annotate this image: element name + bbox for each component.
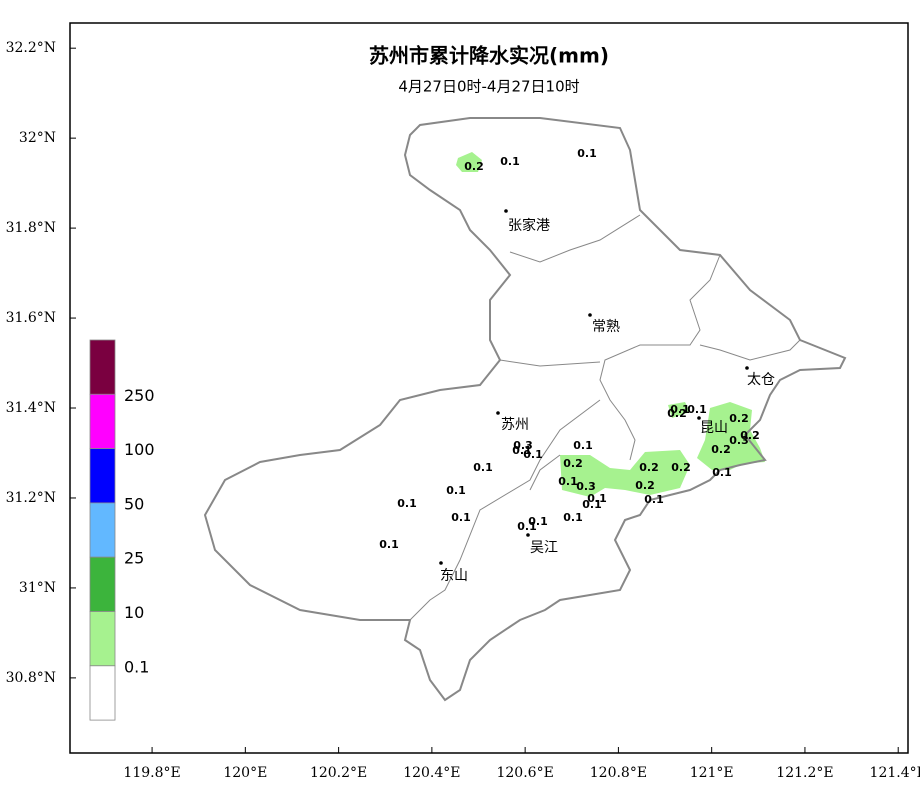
y-tick-label: 31.6°N [6, 310, 56, 326]
legend-label: 250 [124, 386, 155, 405]
y-tick-label: 31.4°N [6, 400, 56, 416]
legend-swatch [89, 665, 116, 721]
city-dot [439, 561, 443, 565]
legend-label: 25 [124, 549, 144, 568]
station-value: 0.1 [523, 448, 543, 461]
station-value: 0.1 [397, 497, 417, 510]
legend-label: 50 [124, 494, 144, 513]
station-value: 0.1 [563, 511, 583, 524]
legend-swatch [89, 339, 116, 395]
station-value: 0.1 [500, 155, 520, 168]
legend-swatch [89, 502, 116, 558]
y-tick-label: 32°N [19, 130, 56, 146]
station-value: 0.1 [573, 439, 593, 452]
legend-swatch [89, 611, 116, 667]
city-dot [588, 313, 592, 317]
station-value: 0.1 [451, 511, 471, 524]
y-tick-label: 31.8°N [6, 220, 56, 236]
x-tick-label: 120°E [223, 765, 267, 781]
station-value: 0.1 [577, 147, 597, 160]
station-value: 0.1 [558, 475, 578, 488]
station-value: 0.1 [512, 444, 532, 457]
city-label: 东山 [440, 568, 468, 584]
legend-label: 10 [124, 603, 144, 622]
station-value: 0.1 [687, 403, 707, 416]
station-value: 0.1 [379, 538, 399, 551]
x-tick-label: 120.6°E [496, 765, 553, 781]
legend-label: 0.1 [124, 657, 149, 676]
station-value: 0.3 [513, 439, 533, 452]
frame [69, 22, 909, 754]
city-label: 太仓 [747, 372, 775, 388]
station-value: 0.2 [740, 429, 760, 442]
x-tick-label: 119.8°E [123, 765, 180, 781]
station-value: 0.1 [670, 403, 690, 416]
legend-swatch [89, 556, 116, 612]
city-label: 昆山 [700, 420, 728, 436]
x-tick-label: 120.8°E [590, 765, 647, 781]
x-tick-label: 120.2°E [310, 765, 367, 781]
city-dot [496, 411, 500, 415]
station-value: 0.1 [528, 515, 548, 528]
station-value: 0.2 [464, 160, 484, 173]
x-tick-label: 121.2°E [776, 765, 833, 781]
station-value: 0.3 [729, 434, 749, 447]
city-label: 张家港 [508, 217, 550, 234]
city-dot [697, 416, 701, 420]
legend-swatch [89, 393, 116, 449]
title: 苏州市累计降水实况(mm) [369, 44, 609, 68]
x-tick-label: 120.4°E [403, 765, 460, 781]
station-value: 0.2 [635, 479, 655, 492]
y-tick-label: 31°N [19, 580, 56, 596]
station-value: 0.2 [563, 457, 583, 470]
station-value: 0.1 [517, 520, 537, 533]
station-value: 0.1 [446, 484, 466, 497]
station-value: 0.1 [582, 498, 602, 511]
city-dot [504, 209, 508, 213]
subtitle: 4月27日0时-4月27日10时 [398, 78, 579, 96]
boundaries [203, 117, 847, 702]
station-value: 0.1 [473, 461, 493, 474]
x-tick-label: 121°E [690, 765, 734, 781]
rain-areas [456, 152, 765, 497]
station-value: 0.3 [576, 480, 596, 493]
city-label: 常熟 [592, 319, 620, 335]
x-tick-label: 121.4°E [870, 765, 920, 781]
station-value: 0.2 [671, 461, 691, 474]
y-tick-label: 31.2°N [6, 490, 56, 506]
city-label: 吴江 [530, 540, 558, 556]
legend-swatch [89, 448, 116, 504]
y-tick-label: 30.8°N [6, 670, 56, 686]
station-value: 0.2 [729, 412, 749, 425]
station-value: 0.1 [644, 493, 664, 506]
legend-label: 100 [124, 440, 155, 459]
city-dot [526, 533, 530, 537]
y-tick-label: 32.2°N [6, 40, 56, 56]
city-label: 苏州 [501, 417, 529, 433]
station-value: 0.2 [667, 407, 687, 420]
station-value: 0.1 [587, 492, 607, 505]
station-value: 0.1 [712, 466, 732, 479]
station-value: 0.2 [711, 443, 731, 456]
station-value: 0.2 [639, 461, 659, 474]
city-dot [745, 366, 749, 370]
